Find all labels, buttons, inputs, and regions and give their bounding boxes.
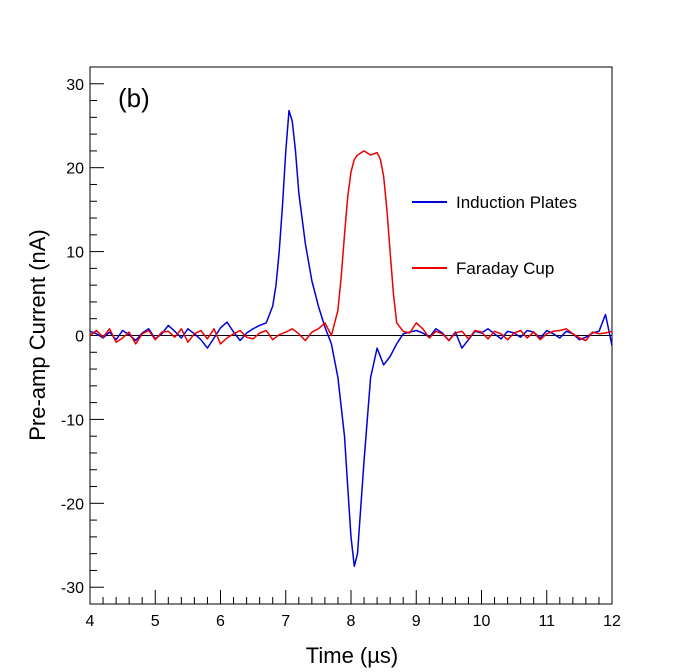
- x-tick-label: 6: [216, 613, 225, 630]
- x-tick-label: 11: [538, 613, 555, 630]
- y-tick-label: 0: [75, 329, 84, 346]
- series-line-induction-plates: [89, 109, 613, 567]
- legend: Induction Plates Faraday Cup: [412, 193, 577, 278]
- legend-label-faraday-cup: Faraday Cup: [456, 259, 554, 278]
- x-axis-title: Time (µs): [306, 643, 399, 668]
- x-tick-label: 8: [347, 613, 356, 630]
- panel-label: (b): [118, 83, 150, 113]
- x-tick-label: 5: [151, 613, 160, 630]
- x-tick-label: 4: [86, 613, 95, 630]
- y-axis-ticks: -30 -20 -10 0 10 20 30: [61, 66, 104, 605]
- x-axis-ticks: 4 5 6 7 8 9 10 11 12: [86, 590, 621, 630]
- y-tick-label: 30: [66, 77, 84, 94]
- x-tick-label: 7: [281, 613, 290, 630]
- y-tick-label: -10: [61, 412, 84, 429]
- y-tick-label: -20: [61, 496, 84, 513]
- series-layer: [89, 109, 613, 567]
- x-tick-label: 10: [473, 613, 491, 630]
- y-axis-title: Pre-amp Current (nA): [25, 229, 50, 441]
- y-tick-label: 20: [66, 161, 84, 178]
- x-tick-label: 12: [603, 613, 621, 630]
- y-tick-label: 10: [66, 245, 84, 262]
- series-line-faraday-cup: [89, 150, 613, 345]
- legend-label-induction-plates: Induction Plates: [456, 193, 577, 212]
- y-tick-label: -30: [61, 580, 84, 597]
- x-tick-label: 9: [412, 613, 421, 630]
